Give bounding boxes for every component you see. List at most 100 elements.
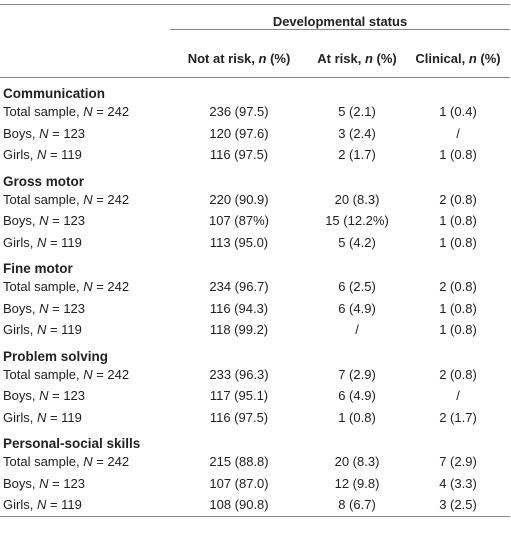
table-cell: 1 (0.8) bbox=[439, 234, 477, 250]
table-cell: / bbox=[456, 125, 460, 141]
table-row: Girls, N = 119 113 (95.0) 5 (4.2) 1 (0.8) bbox=[0, 232, 510, 254]
row-label: Total sample, N = 242 bbox=[3, 191, 130, 207]
table-cell: 118 (99.2) bbox=[209, 322, 269, 338]
row-label: Boys, N = 123 bbox=[3, 213, 86, 229]
column-header-clinical: Clinical, n (%) bbox=[406, 39, 510, 78]
table-row: Girls, N = 119 108 (90.8) 8 (6.7) 3 (2.5) bbox=[0, 494, 510, 516]
column-header-at-risk: At risk, n (%) bbox=[308, 39, 406, 78]
table-cell: 15 (12.2%) bbox=[325, 213, 389, 229]
table-cell: 113 (95.0) bbox=[209, 234, 269, 250]
table-cell: 1 (0.8) bbox=[439, 213, 477, 229]
row-label: Girls, N = 119 bbox=[3, 322, 82, 338]
table-cell: 234 (96.7) bbox=[209, 279, 269, 295]
col-label-3: Clinical, n (%) bbox=[415, 50, 501, 66]
table-cell: 2 (0.8) bbox=[439, 366, 477, 382]
table-cell: 1 (0.8) bbox=[439, 300, 477, 316]
table-cell: / bbox=[355, 322, 359, 338]
table-cell: 1 (0.8) bbox=[439, 147, 477, 163]
table-row: Girls, N = 119 116 (97.5) 1 (0.8) 2 (1.7) bbox=[0, 407, 510, 429]
table-cell: 120 (97.6) bbox=[209, 125, 269, 141]
section-title: Gross motor bbox=[3, 173, 85, 189]
table-cell: 1 (0.8) bbox=[338, 409, 376, 425]
table-row: Boys, N = 123 116 (94.3) 6 (4.9) 1 (0.8) bbox=[0, 298, 510, 320]
table-cell: 2 (1.7) bbox=[439, 409, 477, 425]
table-row: Boys, N = 123 107 (87%) 15 (12.2%) 1 (0.8) bbox=[0, 210, 510, 232]
section-row: Fine motor bbox=[0, 253, 510, 276]
table-cell: 233 (96.3) bbox=[209, 366, 269, 382]
developmental-status-table: Developmental status Not at risk, n (%) … bbox=[0, 4, 510, 517]
section-row: Communication bbox=[0, 77, 510, 101]
table-body: Communication Total sample, N = 242 236 (9… bbox=[0, 77, 510, 516]
super-header-label: Developmental status bbox=[170, 14, 510, 30]
row-label: Boys, N = 123 bbox=[3, 125, 86, 141]
table-cell: 107 (87%) bbox=[209, 213, 269, 229]
table-cell: 5 (2.1) bbox=[338, 104, 376, 120]
section-row: Problem solving bbox=[0, 341, 510, 364]
row-label: Girls, N = 119 bbox=[3, 234, 82, 250]
row-label: Total sample, N = 242 bbox=[3, 104, 130, 120]
table-cell: 5 (4.2) bbox=[338, 234, 376, 250]
table-row: Girls, N = 119 116 (97.5) 2 (1.7) 1 (0.8) bbox=[0, 144, 510, 166]
table-cell: 236 (97.5) bbox=[209, 104, 269, 120]
table-row: Girls, N = 119 118 (99.2) / 1 (0.8) bbox=[0, 319, 510, 341]
row-label: Total sample, N = 242 bbox=[3, 366, 130, 382]
col-label-1: Not at risk, n (%) bbox=[187, 50, 291, 66]
table-row: Total sample, N = 242 233 (96.3) 7 (2.9) 2 … bbox=[0, 364, 510, 386]
column-header-row: Not at risk, n (%) At risk, n (%) Clinic… bbox=[0, 39, 510, 78]
section-title: Problem solving bbox=[3, 348, 109, 364]
table-cell: 215 (88.8) bbox=[209, 454, 269, 470]
table-cell: 116 (97.5) bbox=[209, 147, 269, 163]
table-cell: 1 (0.4) bbox=[439, 104, 477, 120]
table-cell: 2 (0.8) bbox=[439, 191, 477, 207]
section-title: Personal-social skills bbox=[3, 436, 141, 451]
table-cell: 6 (4.9) bbox=[338, 300, 376, 316]
table-cell: 3 (2.4) bbox=[338, 125, 376, 141]
table-row: Boys, N = 123 120 (97.6) 3 (2.4) / bbox=[0, 123, 510, 145]
table-cell: 7 (2.9) bbox=[338, 366, 376, 382]
row-label: Girls, N = 119 bbox=[3, 409, 82, 425]
table-cell: 6 (4.9) bbox=[338, 388, 376, 404]
table-cell: 20 (8.3) bbox=[334, 191, 380, 207]
table-cell: 107 (87.0) bbox=[209, 475, 269, 491]
section-row: Personal-social skills bbox=[0, 428, 510, 451]
col-label-2: At risk, n (%) bbox=[317, 50, 397, 66]
row-label: Boys, N = 123 bbox=[3, 388, 86, 404]
row-label: Total sample, N = 242 bbox=[3, 454, 130, 470]
table-row: Total sample, N = 242 234 (96.7) 6 (2.5) 2 … bbox=[0, 276, 510, 298]
row-label: Girls, N = 119 bbox=[3, 497, 82, 513]
table-cell: 12 (9.8) bbox=[334, 475, 380, 491]
table-cell: 3 (2.5) bbox=[439, 497, 477, 513]
table-cell: / bbox=[456, 388, 460, 404]
table-cell: 117 (95.1) bbox=[209, 388, 269, 404]
row-label: Boys, N = 123 bbox=[3, 300, 86, 316]
table-cell: 1 (0.8) bbox=[439, 322, 477, 338]
row-label: Girls, N = 119 bbox=[3, 147, 82, 163]
table-cell: 220 (90.9) bbox=[209, 191, 269, 207]
table-cell: 6 (2.5) bbox=[338, 279, 376, 295]
super-header-row: Developmental status bbox=[0, 4, 510, 40]
stub-header bbox=[0, 5, 170, 40]
table-row: Boys, N = 123 107 (87.0) 12 (9.8) 4 (3.3) bbox=[0, 473, 510, 495]
table-row: Total sample, N = 242 215 (88.8) 20 (8.3) 7… bbox=[0, 451, 510, 473]
stub-header-2 bbox=[0, 39, 170, 78]
super-header: Developmental status bbox=[170, 5, 510, 40]
section-title: Communication bbox=[3, 86, 106, 101]
table-cell: 2 (1.7) bbox=[338, 147, 376, 163]
table-cell: 2 (0.8) bbox=[439, 279, 477, 295]
table-row: Boys, N = 123 117 (95.1) 6 (4.9) / bbox=[0, 385, 510, 407]
table-row: Total sample, N = 242 236 (97.5) 5 (2.1) 1 … bbox=[0, 101, 510, 123]
table-cell: 4 (3.3) bbox=[439, 475, 477, 491]
table-row: Total sample, N = 242 220 (90.9) 20 (8.3) 2… bbox=[0, 189, 510, 211]
table-cell: 116 (94.3) bbox=[209, 300, 269, 316]
section-row: Gross motor bbox=[0, 166, 510, 189]
table-cell: 20 (8.3) bbox=[334, 454, 380, 470]
row-label: Total sample, N = 242 bbox=[3, 279, 130, 295]
column-header-not-at-risk: Not at risk, n (%) bbox=[170, 39, 308, 78]
table-cell: 108 (90.8) bbox=[209, 497, 269, 513]
section-title: Fine motor bbox=[3, 261, 73, 276]
table-cell: 116 (97.5) bbox=[209, 409, 269, 425]
table-cell: 8 (6.7) bbox=[338, 497, 376, 513]
row-label: Boys, N = 123 bbox=[3, 475, 86, 491]
table-cell: 7 (2.9) bbox=[439, 454, 477, 470]
